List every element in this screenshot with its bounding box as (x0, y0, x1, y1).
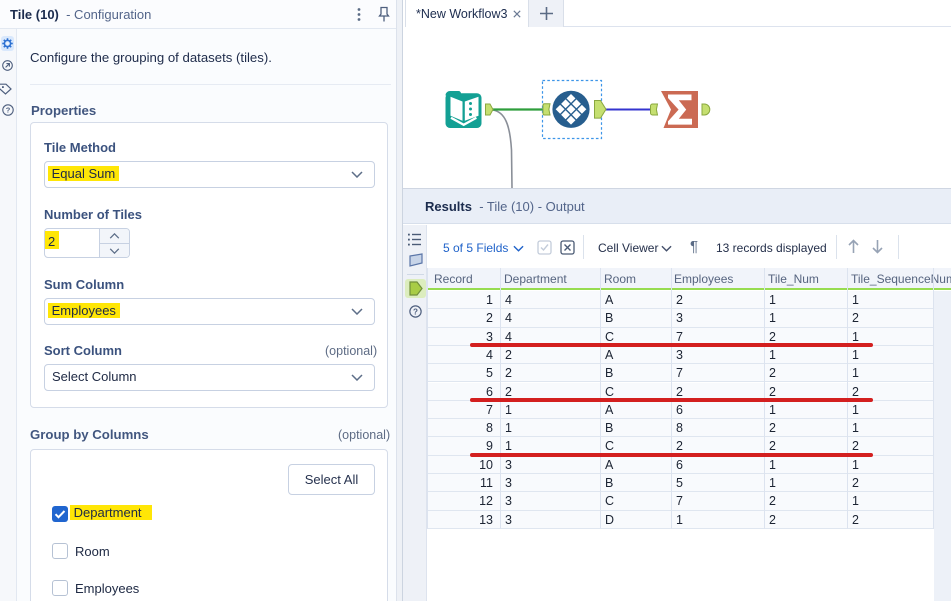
svg-text:?: ? (5, 106, 10, 115)
svg-text:?: ? (413, 307, 418, 316)
